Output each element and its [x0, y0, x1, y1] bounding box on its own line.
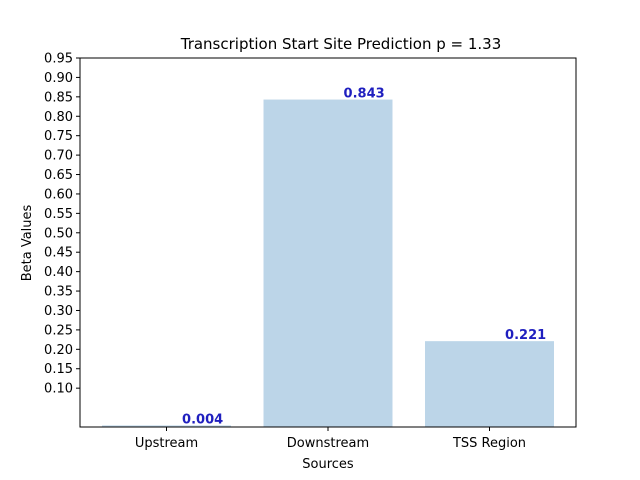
y-tick-label: 0.90 — [44, 71, 73, 86]
y-tick-label: 0.45 — [44, 246, 73, 261]
ticks-layer — [76, 57, 490, 431]
x-tick-label: Upstream — [135, 436, 198, 451]
y-tick-label: 0.60 — [44, 187, 73, 202]
y-tick-label: 0.15 — [44, 362, 73, 377]
data-label: 0.221 — [505, 328, 546, 343]
y-tick-label: 0.25 — [44, 323, 73, 338]
data-label: 0.843 — [344, 87, 385, 102]
x-tick-label: TSS Region — [452, 436, 526, 451]
y-tick-label: 0.55 — [44, 207, 73, 222]
plot-frame — [79, 57, 577, 428]
y-tick-label: 0.20 — [44, 343, 73, 358]
labels-layer: Upstream 0.004 Downstream 0.843 TSS Region 0.… — [44, 52, 546, 452]
y-tick-label: 0.10 — [44, 382, 73, 397]
bars-layer — [102, 99, 554, 428]
y-tick-label: 0.65 — [44, 168, 73, 183]
x-axis-label: Sources — [302, 457, 354, 472]
y-tick-label: 0.95 — [44, 52, 73, 67]
y-tick-label: 0.70 — [44, 149, 73, 164]
y-tick-label: 0.35 — [44, 285, 73, 300]
bar-downstream — [263, 99, 393, 428]
chart-title: Transcription Start Site Prediction p = … — [180, 35, 502, 53]
y-tick-label: 0.80 — [44, 110, 73, 125]
y-tick-label: 0.75 — [44, 129, 73, 144]
y-axis-label: Beta Values — [20, 204, 35, 281]
x-tick-label: Downstream — [287, 436, 369, 451]
y-tick-label: 0.30 — [44, 304, 73, 319]
bar-tss-region — [425, 341, 554, 427]
y-tick-label: 0.40 — [44, 265, 73, 280]
y-tick-label: 0.85 — [44, 90, 73, 105]
bar-upstream — [102, 425, 231, 427]
y-tick-label: 0.50 — [44, 226, 73, 241]
data-label: 0.004 — [182, 412, 223, 427]
